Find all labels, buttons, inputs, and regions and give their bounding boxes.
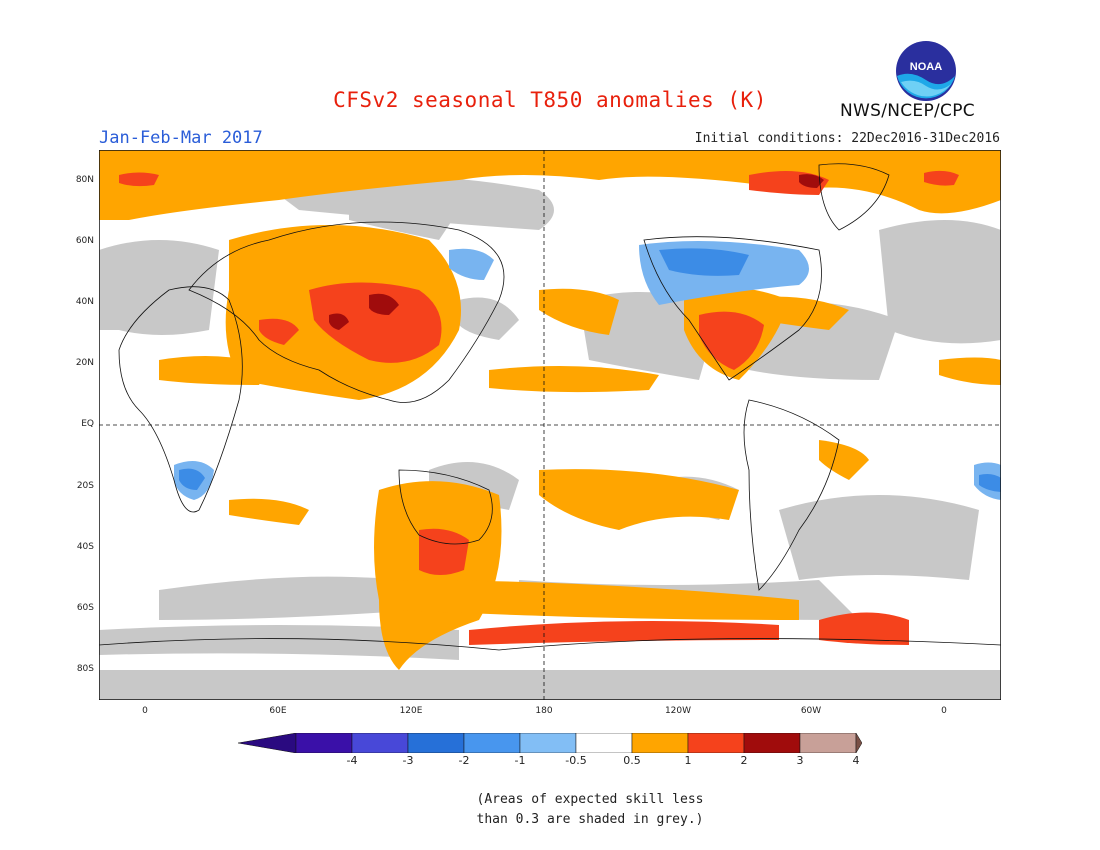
colorbar-tick-label: -2 [458, 754, 470, 767]
lon-label: 120E [399, 706, 423, 716]
warm-anomaly-2-3 [329, 174, 824, 330]
colorbar-cell [407, 733, 465, 753]
noaa-logo: NOAA [896, 41, 956, 101]
lat-label: EQ [81, 419, 94, 429]
colorbar-tick-label: 3 [796, 754, 804, 767]
noaa-logo-text: NOAA [910, 61, 942, 73]
colorbar-cell [295, 733, 353, 753]
lat-label: 80S [76, 664, 94, 674]
colorbar-cell [575, 733, 633, 753]
lat-label: 60S [76, 603, 94, 613]
skill-footnote: (Areas of expected skill less than 0.3 a… [440, 790, 740, 830]
colorbar-cell [687, 733, 745, 753]
lat-label: 40S [76, 542, 94, 552]
lat-label: 60N [75, 236, 94, 246]
colorbar-min-arrow [238, 733, 297, 753]
colorbar-tick-label: -3 [402, 754, 414, 767]
colorbar-cell [519, 733, 577, 753]
colorbar-tick-label: 1 [684, 754, 692, 767]
initial-conditions-label: Initial conditions: 22Dec2016-31Dec2016 [694, 131, 1000, 146]
lon-label: 0 [142, 706, 148, 716]
agency-label: NWS/NCEP/CPC [840, 101, 975, 121]
colorbar [238, 733, 862, 753]
colorbar-tick-label: -4 [346, 754, 358, 767]
colorbar-cell [799, 733, 857, 753]
colorbar-cell [631, 733, 689, 753]
anomaly-map [99, 150, 1001, 700]
lat-label: 80N [75, 175, 94, 185]
colorbar-max-arrow [855, 733, 862, 753]
map-title: CFSv2 seasonal T850 anomalies (K) [333, 88, 767, 112]
colorbar-tick-label: 4 [852, 754, 860, 767]
map-grid [99, 150, 1001, 700]
lon-label: 60W [800, 706, 822, 716]
season-label: Jan-Feb-Mar 2017 [99, 128, 263, 148]
lon-label: 180 [535, 706, 553, 716]
lon-label: 120W [664, 706, 692, 716]
colorbar-cell [463, 733, 521, 753]
lon-label: 0 [941, 706, 947, 716]
colorbar-tick-label: 2 [740, 754, 748, 767]
coastlines [99, 163, 1001, 651]
colorbar-cell [351, 733, 409, 753]
lat-label: 20N [75, 358, 94, 368]
lat-label: 20S [76, 481, 94, 491]
colorbar-tick-label: -1 [514, 754, 526, 767]
colorbar-tick-label: -0.5 [565, 754, 587, 767]
colorbar-cell [743, 733, 801, 753]
lat-label: 40N [75, 297, 94, 307]
colorbar-tick-label: 0.5 [623, 754, 641, 767]
footnote-line-1: (Areas of expected skill less [476, 792, 704, 807]
cool-anomaly-1-2 [179, 248, 1001, 492]
lon-label: 60E [269, 706, 287, 716]
footnote-line-2: than 0.3 are shaded in grey.) [476, 812, 704, 827]
